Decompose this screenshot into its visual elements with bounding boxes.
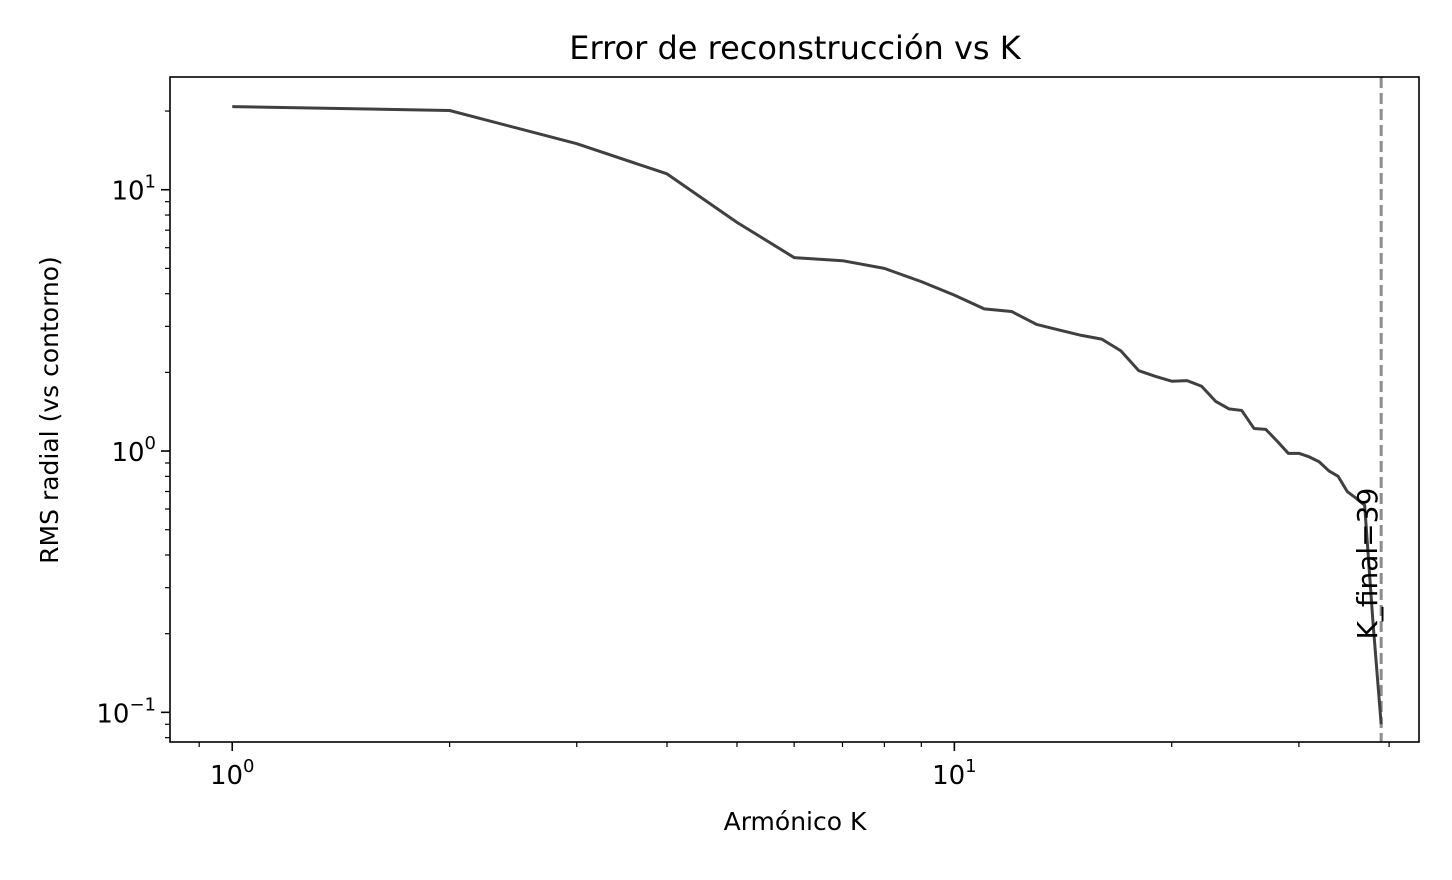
data-point — [919, 280, 923, 284]
x-axis-label: Armónico K — [724, 807, 867, 836]
data-point — [1080, 333, 1084, 337]
data-point — [1119, 349, 1123, 353]
data-point — [1035, 322, 1039, 326]
data-point — [840, 259, 844, 263]
data-point — [1317, 460, 1321, 464]
y-axis-label: RMS radial (vs contorno) — [35, 256, 64, 564]
plot-area — [230, 77, 1383, 742]
data-point — [882, 266, 886, 270]
data-point — [1058, 328, 1062, 332]
data-point — [1100, 337, 1104, 341]
data-point — [952, 293, 956, 297]
data-point — [1275, 439, 1279, 443]
data-point — [735, 220, 739, 224]
data-point — [1137, 369, 1141, 373]
y-tick-label: 10−1 — [96, 694, 156, 729]
x-tick-label: 101 — [932, 756, 977, 791]
data-point — [1252, 426, 1256, 430]
data-point — [1200, 384, 1204, 388]
y-tick-label: 100 — [111, 433, 156, 468]
data-point — [230, 105, 234, 109]
data-point — [1307, 455, 1311, 459]
data-point — [982, 307, 986, 311]
axis-ticks: 100 101 10−1 100 101 — [96, 110, 1390, 791]
data-point — [1185, 379, 1189, 383]
chart-title: Error de reconstrucción vs K — [569, 29, 1021, 67]
data-point — [1345, 490, 1349, 494]
k-final-annotation: K_final=39 — [1351, 488, 1384, 640]
data-point — [1227, 407, 1231, 411]
data-point — [1154, 374, 1158, 378]
data-point — [1286, 451, 1290, 455]
data-point — [1010, 309, 1014, 313]
data-point — [665, 172, 669, 176]
data-point — [448, 108, 452, 112]
data-point — [1379, 722, 1383, 726]
data-point — [1240, 408, 1244, 412]
series-line — [232, 105, 1383, 725]
x-tick-label: 100 — [210, 756, 255, 791]
data-point — [1170, 379, 1174, 383]
data-point — [575, 142, 579, 146]
data-point — [1327, 469, 1331, 473]
y-tick-label: 101 — [111, 172, 156, 207]
data-point — [792, 256, 796, 260]
data-point — [1297, 451, 1301, 455]
data-point — [1264, 427, 1268, 431]
data-point — [1214, 399, 1218, 403]
data-point — [1336, 474, 1340, 478]
